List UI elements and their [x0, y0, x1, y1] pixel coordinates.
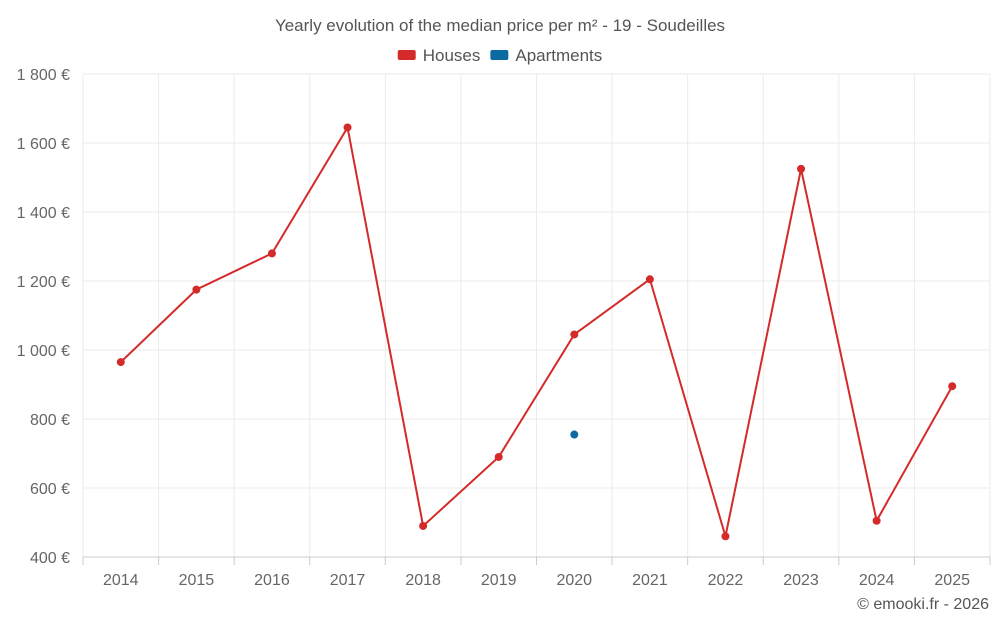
x-tick-label: 2014 — [103, 572, 139, 589]
houses-line — [120, 124, 954, 537]
x-tick-label: 2024 — [859, 572, 895, 589]
houses-point-2017[interactable] — [343, 123, 352, 132]
y-tick-label: 1 400 € — [17, 205, 70, 222]
legend-swatch — [490, 50, 509, 60]
x-tick-label: 2021 — [632, 572, 668, 589]
series-apartments — [570, 430, 579, 439]
houses-point-2014[interactable] — [116, 358, 125, 367]
x-tick-label: 2015 — [179, 572, 215, 589]
houses-point-2019[interactable] — [494, 452, 503, 461]
y-tick-label: 1 000 € — [17, 343, 70, 360]
houses-point-2025[interactable] — [948, 382, 957, 391]
x-tick-label: 2022 — [708, 572, 744, 589]
houses-point-2021[interactable] — [645, 275, 654, 284]
series-layer — [116, 123, 957, 541]
houses-point-2016[interactable] — [267, 249, 276, 258]
legend-label: Houses — [423, 46, 481, 65]
y-tick-label: 1 800 € — [17, 67, 70, 84]
x-tick-label: 2018 — [405, 572, 441, 589]
houses-point-2018[interactable] — [419, 521, 428, 530]
houses-point-2022[interactable] — [721, 532, 730, 541]
houses-point-2023[interactable] — [797, 164, 806, 173]
y-tick-label: 400 € — [30, 550, 70, 567]
x-tick-label: 2025 — [934, 572, 970, 589]
legend-label: Apartments — [515, 46, 602, 65]
legend-item-houses[interactable]: Houses — [397, 46, 481, 65]
credit-text: © emooki.fr - 2026 — [857, 596, 989, 613]
legend-swatch — [397, 50, 416, 60]
y-axis: 400 € 600 € 800 € 1 000 € 1 200 € 1 400 € 1 60… — [17, 67, 70, 567]
series-houses — [116, 123, 957, 541]
y-tick-label: 800 € — [30, 412, 70, 429]
apartments-point-2020[interactable] — [570, 430, 579, 439]
y-tick-label: 1 200 € — [17, 274, 70, 291]
x-tick-label: 2020 — [556, 572, 592, 589]
x-tick-label: 2017 — [330, 572, 366, 589]
legend-item-apartments[interactable]: Apartments — [490, 46, 602, 65]
chart-title: Yearly evolution of the median price per… — [275, 16, 725, 35]
y-tick-label: 600 € — [30, 481, 70, 498]
houses-point-2020[interactable] — [570, 330, 579, 339]
y-tick-label: 1 600 € — [17, 136, 70, 153]
x-tick-label: 2016 — [254, 572, 290, 589]
legend: Houses Apartments — [397, 46, 602, 65]
x-tick-label: 2019 — [481, 572, 517, 589]
houses-point-2015[interactable] — [192, 285, 201, 294]
x-tick-label: 2023 — [783, 572, 819, 589]
grid-lines — [82, 73, 991, 557]
houses-point-2024[interactable] — [872, 516, 881, 525]
x-axis: 2014 2015 2016 2017 2018 2019 2020 2021 2022 2023… — [82, 556, 991, 589]
